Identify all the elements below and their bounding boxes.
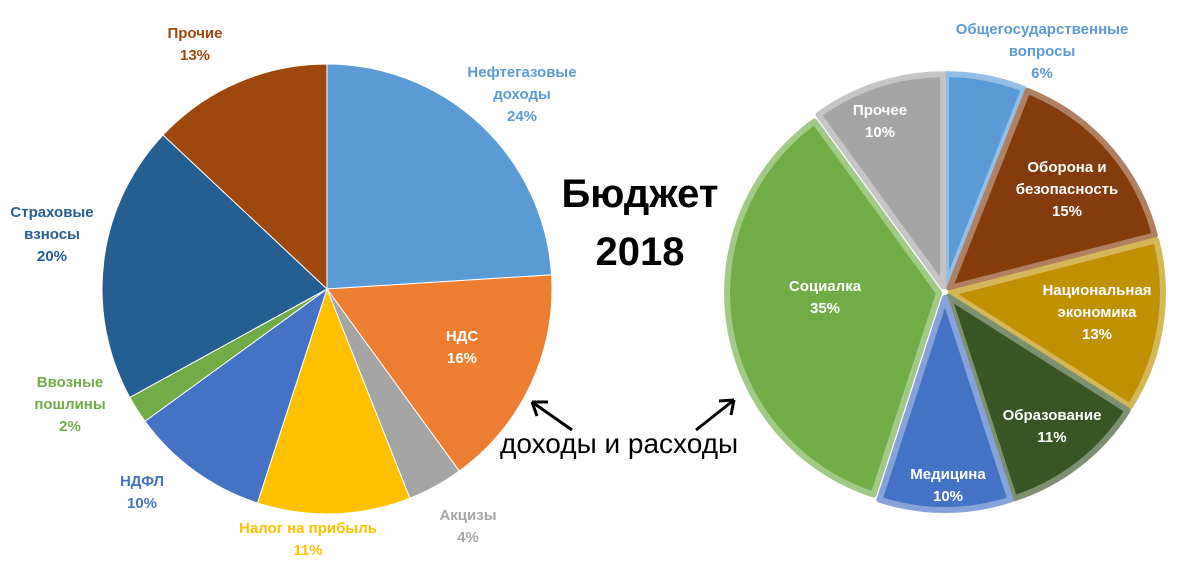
slice-label: НДС 16% [422,326,502,370]
slice-name: Национальная экономика [1042,282,1152,321]
slice-percent: 24% [506,108,538,125]
pie-slice [144,288,328,504]
slice-percent: 4% [457,529,479,546]
slice-name: Образование [1002,407,1102,424]
slice-percent: 10% [864,124,896,141]
slice-percent: 11% [293,542,323,559]
slice-name: Страховые взносы [10,204,94,243]
slice-percent: 16% [446,350,478,367]
slice-percent: 20% [36,248,68,265]
slice-label: Социалка 35% [770,276,880,320]
pie-slice [101,134,328,398]
slice-percent: 10% [932,488,964,505]
pie-slice [162,63,328,290]
slice-percent: 35% [809,300,841,317]
slice-name: Общегосударственные вопросы [955,21,1129,60]
pie-slice [326,63,553,290]
slice-name: Прочее [852,102,908,119]
pie-slice [876,295,1014,513]
slice-name: Акцизы [439,507,497,524]
arrow [530,400,573,432]
slice-label: Ввозные пошлины 2% [20,372,120,438]
pie-slice [326,274,553,472]
slice-percent: 10% [126,495,158,512]
slice-name: Налог на прибыль [239,520,377,537]
pie-slice [946,87,1158,292]
slice-percent: 2% [59,418,81,435]
slice-label: Нефтегазовые доходы 24% [447,62,597,128]
pie-slice [943,71,1028,290]
slice-name: Оборона и безопасность [1015,159,1119,198]
slice-percent: 13% [179,47,211,64]
slice-percent: 6% [1031,65,1053,82]
slice-name: Прочие [167,25,223,42]
slice-label: Налог на прибыль 11% [218,518,398,562]
slice-name: Ввозные пошлины [34,374,106,413]
annotation: доходы и расходы [500,428,739,459]
slice-name: Нефтегазовые доходы [467,64,577,103]
slice-name: Социалка [788,278,862,295]
arrows [530,398,736,432]
slice-label: Прочее 10% [830,100,930,144]
slice-label: НДФЛ 10% [102,471,182,515]
pie-slice [724,118,943,498]
slice-percent: 15% [1051,203,1083,220]
slice-label: Акцизы 4% [428,505,508,549]
slice-label: Национальная экономика 13% [1027,280,1167,346]
slice-label: Общегосударственные вопросы 6% [942,19,1142,85]
pie-slice [815,71,947,290]
slice-label: Образование 11% [987,405,1117,449]
arrow [695,398,736,432]
slice-percent: 13% [1081,326,1113,343]
slice-label: Оборона и безопасность 15% [1002,157,1132,223]
slice-percent: 11% [1037,429,1067,446]
pie-slice [945,293,1131,502]
slice-name: НДФЛ [119,473,165,490]
slice-label: Прочие 13% [155,23,235,67]
slice-label: Страховые взносы 20% [2,202,102,268]
slice-name: Медицина [910,466,986,483]
pie-slice [256,288,411,515]
title: Бюджет 2018 [561,172,719,274]
slice-name: НДС [445,328,479,345]
pie-slice [947,237,1166,410]
slice-label: Медицина 10% [893,464,1003,508]
